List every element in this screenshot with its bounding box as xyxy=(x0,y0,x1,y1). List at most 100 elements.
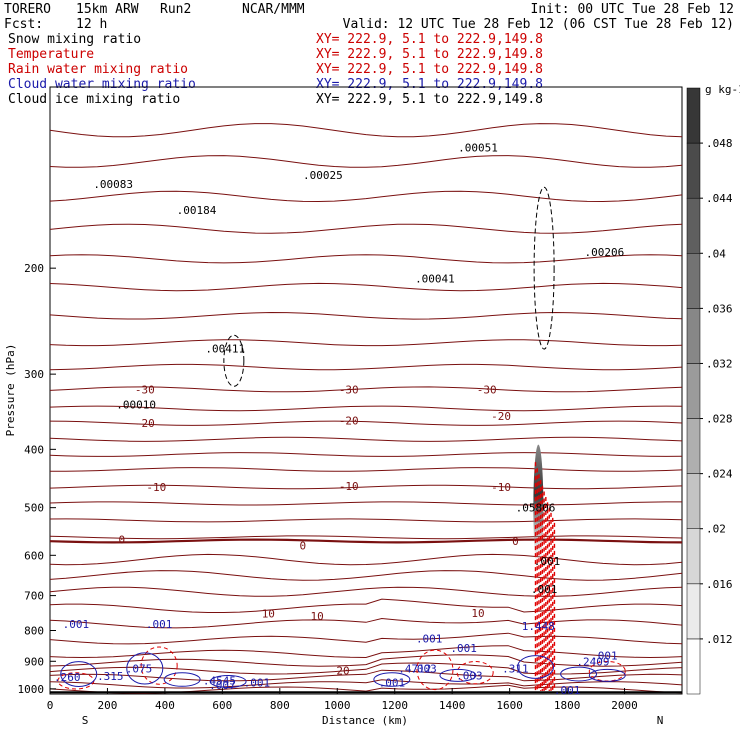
colorbar-tick-label: .024 xyxy=(706,468,733,481)
high-value-label: .001 xyxy=(591,649,618,662)
rain-contour xyxy=(140,646,178,685)
isotherm xyxy=(49,363,683,371)
field-name-snow: Snow mixing ratio xyxy=(8,32,141,47)
colorbar-unit: g kg-1 xyxy=(705,83,740,96)
colorbar-tick-label: .016 xyxy=(706,578,733,591)
x-tick-label: 800 xyxy=(270,699,290,712)
high-value-label: .001 xyxy=(63,618,90,631)
x-tick-label: 1800 xyxy=(554,699,581,712)
isotherm xyxy=(49,586,683,597)
colorbar-swatch xyxy=(686,308,701,364)
isotherm-label: -20 xyxy=(339,414,359,427)
high-value-label: .001 xyxy=(244,677,271,690)
field-xy-rain: XY= 222.9, 5.1 to 222.9,149.8 xyxy=(316,62,543,77)
field-xy-snow: XY= 222.9, 5.1 to 222.9,149.8 xyxy=(316,32,543,47)
cloud-water-contour xyxy=(126,652,164,685)
isotherm xyxy=(49,535,683,540)
isotherm xyxy=(49,662,683,675)
isotherm xyxy=(49,598,683,613)
high-value-label: .003 xyxy=(410,662,437,675)
field-xy-temp: XY= 222.9, 5.1 to 222.9,149.8 xyxy=(316,47,543,62)
isotherm xyxy=(49,282,683,292)
isotherm xyxy=(49,553,683,566)
y-axis-title: Pressure (hPa) xyxy=(4,344,17,437)
init-time: Init: 00 UTC Tue 28 Feb 12 xyxy=(531,2,735,17)
colorbar: g kg-1 .012 .016 .02 .024 .028 .032 .036 .04 .04… xyxy=(686,83,740,695)
isotherm-label: -30 xyxy=(135,383,155,396)
model-label: TORERO xyxy=(4,2,51,17)
high-value-label: .001 xyxy=(146,618,173,631)
high-value-label: .00411 xyxy=(205,343,245,356)
isotherm xyxy=(49,420,683,426)
colorbar-swatch xyxy=(686,142,701,199)
isotherm-label: -10 xyxy=(146,481,166,494)
isotherm xyxy=(49,669,683,682)
colorbar-swatch xyxy=(686,363,701,419)
isotherm xyxy=(49,645,683,659)
high-value-label: .001 xyxy=(379,677,406,690)
cloud-water-contour xyxy=(588,668,626,682)
high-value-label: .00083 xyxy=(93,178,133,191)
isotherm xyxy=(49,339,683,347)
isotherm xyxy=(49,190,683,203)
high-value-label: .260 xyxy=(54,671,81,684)
isotherm xyxy=(50,467,683,472)
y-tick-label: 400 xyxy=(24,443,44,456)
colorbar-swatch xyxy=(686,418,701,474)
isotherm-label: -20 xyxy=(491,410,511,423)
isotherm-label: -20 xyxy=(135,417,155,430)
fcst-value: 12 h xyxy=(76,17,107,32)
high-value-label: .00041 xyxy=(415,272,455,285)
cloud-contours xyxy=(57,186,626,691)
high-value-label: .311 xyxy=(502,662,529,675)
colorbar-swatch xyxy=(686,253,701,309)
cloud-ice-contour xyxy=(533,186,555,350)
high-value-label: .00184 xyxy=(177,204,217,217)
colorbar-swatch xyxy=(686,197,701,254)
cloud-water-contour xyxy=(439,668,477,682)
header: TORERO 15km ARW Run2 NCAR/MMM Init: 00 U… xyxy=(4,2,734,107)
isotherm xyxy=(49,679,683,689)
isotherm xyxy=(49,311,683,320)
colorbar-tick-label: .032 xyxy=(706,357,733,370)
high-value-label: .00010 xyxy=(116,399,156,412)
contour-labels: -30 -30 -30 -20 -20 -20 -10 -10 -10 0 0 0 10 10 10 20 .0… xyxy=(54,141,624,697)
colorbar-swatch xyxy=(686,638,701,695)
high-value-label: .001 xyxy=(534,555,561,568)
isotherm-label: 10 xyxy=(311,610,324,623)
cloud-water-contour xyxy=(209,675,247,689)
y-tick-label: 200 xyxy=(24,262,44,275)
high-value-label: .003 xyxy=(456,669,483,682)
isotherm xyxy=(49,436,683,442)
cloud-water-contour xyxy=(60,661,98,687)
isotherm xyxy=(49,386,683,393)
y-tick-label: 700 xyxy=(24,590,44,603)
colorbar-tick-label: .04 xyxy=(706,247,726,260)
colorbar-swatch xyxy=(686,583,701,640)
cloud-water-contour xyxy=(560,666,598,682)
colorbar-swatch xyxy=(686,87,701,144)
isotherm xyxy=(49,155,683,168)
isotherm-label: 0 xyxy=(299,540,306,553)
colorbar-tick-label: .036 xyxy=(706,302,733,315)
y-tick-label: 300 xyxy=(24,368,44,381)
y-tick-label: 800 xyxy=(24,625,44,638)
temperature-contours xyxy=(49,123,683,694)
high-value-label: .00051 xyxy=(458,141,498,154)
x-tick-label: 400 xyxy=(155,699,175,712)
isotherm xyxy=(49,570,683,581)
isotherm-label: -10 xyxy=(339,480,359,493)
field-name-temp: Temperature xyxy=(8,47,94,62)
isotherm-label: -30 xyxy=(477,383,497,396)
high-value-label: .05806 xyxy=(516,502,556,515)
colorbar-tick-label: .028 xyxy=(706,413,733,426)
x-tick-label: 600 xyxy=(212,699,232,712)
field-xy-cloudwater: XY= 222.9, 5.1 to 222.9,149.8 xyxy=(316,77,543,92)
cloud-ice-contour xyxy=(223,334,245,387)
isotherm-label: 0 xyxy=(119,534,126,547)
x-tick-label: 1000 xyxy=(324,699,351,712)
isotherm xyxy=(49,501,682,506)
isotherm xyxy=(49,632,683,645)
isotherm-label: -30 xyxy=(339,383,359,396)
